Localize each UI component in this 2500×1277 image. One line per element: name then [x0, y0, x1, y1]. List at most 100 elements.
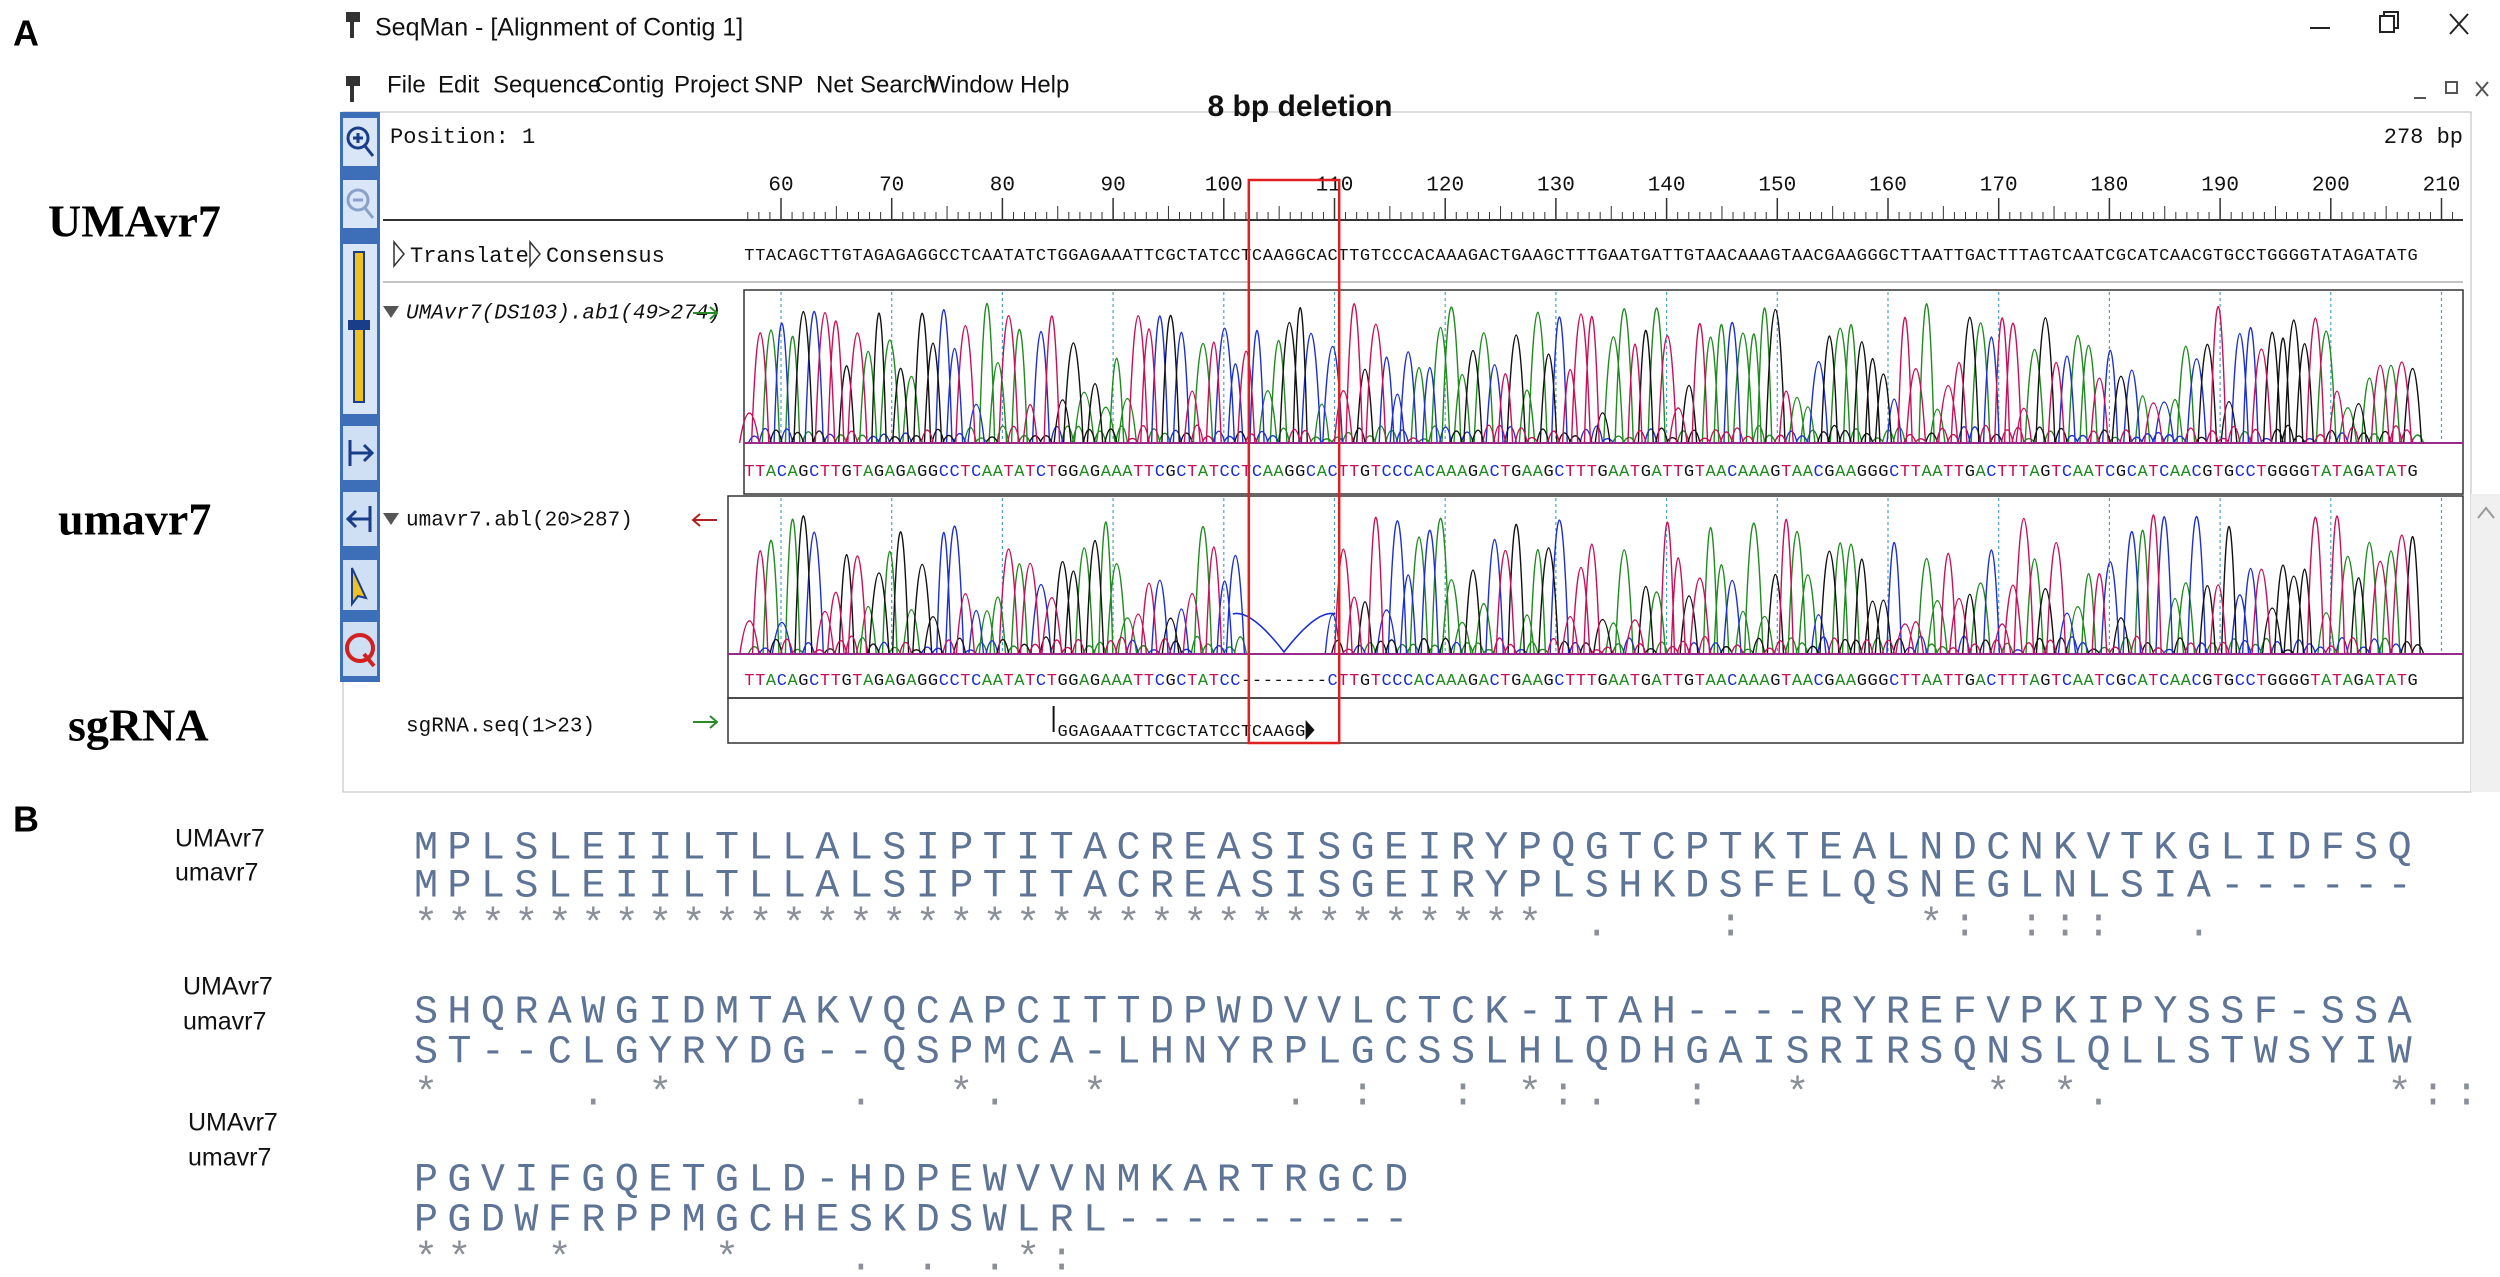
base: A [2137, 672, 2148, 691]
base: G [2407, 672, 2417, 691]
base: T [852, 672, 862, 691]
base: G [1057, 463, 1067, 482]
base: C [1813, 247, 1823, 266]
base: C [971, 463, 981, 482]
restore-button[interactable] [2379, 11, 2399, 33]
base: T [1500, 247, 1510, 266]
base: G [1878, 672, 1888, 691]
base: T [831, 672, 841, 691]
base: C [1889, 672, 1899, 691]
base: T [852, 463, 862, 482]
base: A [1738, 463, 1749, 482]
base: C [1381, 463, 1391, 482]
menu-item[interactable]: Sequence [493, 71, 601, 98]
base: T [1003, 247, 1013, 266]
base: A [1803, 672, 1814, 691]
read-name: UMAvr7(DS103).ab1(49>274) [406, 303, 721, 326]
base: T [2019, 247, 2029, 266]
ruler-label: 170 [1980, 175, 2018, 198]
base: G [1068, 723, 1078, 742]
scroll-up[interactable] [2477, 506, 2495, 519]
menu-item[interactable]: SNP [754, 71, 803, 98]
mdi-restore[interactable] [2445, 81, 2458, 94]
base: T [1133, 723, 1143, 742]
base: T [1954, 672, 1964, 691]
base: G [2116, 463, 2126, 482]
base: C [1327, 672, 1337, 691]
pointer-tool[interactable] [343, 560, 377, 610]
trace-a [747, 517, 2401, 655]
base: A [2343, 247, 2354, 266]
trace-t [739, 514, 2413, 655]
close-button[interactable] [2449, 13, 2469, 35]
base: T [1371, 463, 1381, 482]
menu-item[interactable]: File [387, 71, 426, 98]
base: A [2083, 672, 2094, 691]
base: - [1241, 672, 1251, 691]
query-tool[interactable] [343, 622, 377, 676]
base: T [1911, 463, 1921, 482]
ruler-label: 130 [1537, 175, 1575, 198]
base: A [1522, 672, 1533, 691]
base: T [2213, 247, 2223, 266]
base: A [1792, 247, 1803, 266]
base: A [863, 463, 874, 482]
base: C [2159, 463, 2169, 482]
base: T [1662, 672, 1672, 691]
base: G [1295, 723, 1305, 742]
base: T [755, 672, 765, 691]
go-end-tool[interactable] [343, 426, 377, 480]
base: G [1597, 463, 1607, 482]
menu-item[interactable]: Edit [438, 71, 480, 98]
base: A [1803, 463, 1814, 482]
base: G [2202, 247, 2212, 266]
base: A [1273, 247, 1284, 266]
base: A [2364, 672, 2375, 691]
base: G [1057, 247, 1067, 266]
base: T [2148, 247, 2158, 266]
base: T [2051, 463, 2061, 482]
base: T [2008, 247, 2018, 266]
position-readout: Position: 1 [390, 125, 535, 150]
menu-item[interactable]: Help [1020, 71, 1069, 98]
base: C [1554, 672, 1564, 691]
row-button[interactable]: Translate [410, 244, 529, 269]
zoom-slider[interactable] [343, 244, 377, 414]
base: G [1965, 463, 1975, 482]
base: A [1079, 463, 1090, 482]
base: A [1522, 247, 1533, 266]
base: A [1198, 463, 1209, 482]
base: G [2040, 463, 2050, 482]
base: T [2256, 247, 2266, 266]
go-start-tool[interactable] [343, 492, 377, 546]
base: G [1824, 672, 1834, 691]
base: A [1975, 672, 1986, 691]
base: T [1187, 247, 1197, 266]
zoom-out-tool[interactable] [343, 180, 377, 228]
base: T [1587, 672, 1597, 691]
menu-item[interactable]: Window [928, 71, 1014, 98]
base: C [1327, 463, 1337, 482]
menu-item[interactable]: Net Search [816, 71, 936, 98]
contig-length: 278 bp [2384, 125, 2463, 150]
base: T [1371, 672, 1381, 691]
base: A [1198, 723, 1209, 742]
menu-item[interactable]: Project [674, 71, 749, 98]
side-label: UMAvr7 [48, 196, 221, 247]
base: G [1857, 247, 1867, 266]
base: T [1187, 672, 1197, 691]
row-button[interactable]: Consensus [546, 244, 665, 269]
base: C [1230, 672, 1240, 691]
base: T [1900, 672, 1910, 691]
zoom-in-tool[interactable] [343, 118, 377, 166]
read-sequence: TTACAGCTTGTAGAGAGGCCTCAATATCTGGAGAAATTCG… [744, 463, 2417, 482]
scrollbar[interactable] [2471, 494, 2500, 792]
base: A [1435, 247, 1446, 266]
mdi-close[interactable] [2475, 81, 2489, 97]
base: G [1543, 672, 1553, 691]
base: G [2278, 463, 2288, 482]
base: G [1468, 247, 1478, 266]
base: C [1230, 723, 1240, 742]
base: C [1306, 247, 1316, 266]
menu-item[interactable]: Contig [595, 71, 664, 98]
